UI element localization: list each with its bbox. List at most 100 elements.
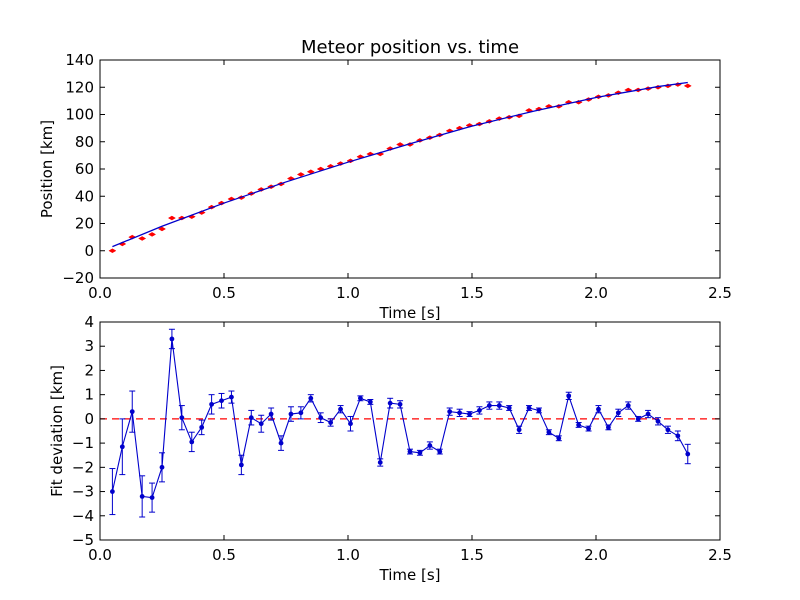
deviation-point xyxy=(496,403,502,408)
position-x-axis-label: Time [s] xyxy=(379,304,441,322)
deviation-point xyxy=(625,403,631,408)
deviation-point xyxy=(159,464,165,470)
deviation-x-axis-label: Time [s] xyxy=(379,566,441,584)
deviation-point xyxy=(328,420,334,425)
position-point xyxy=(108,248,117,254)
deviation-y-tick-label: −5 xyxy=(72,531,94,549)
chart-title: Meteor position vs. time xyxy=(301,37,519,58)
position-y-tick-label: 0 xyxy=(84,242,94,260)
deviation-point xyxy=(229,394,234,400)
deviation-point xyxy=(546,429,552,435)
deviation-y-ticks: −5 −4 −3 −2 −1 0 1 2 3 4 xyxy=(72,313,720,549)
position-point xyxy=(157,226,167,232)
deviation-point xyxy=(377,460,383,465)
deviation-point xyxy=(526,405,532,411)
deviation-point xyxy=(367,399,373,405)
fit-line xyxy=(112,81,688,248)
deviation-point xyxy=(298,410,304,416)
position-point xyxy=(683,83,692,89)
deviation-point xyxy=(318,415,324,421)
position-x-tick-label: 0.5 xyxy=(212,284,236,302)
deviation-point xyxy=(238,462,244,468)
position-axes-frame xyxy=(99,59,721,279)
deviation-axes-frame xyxy=(99,321,721,541)
deviation-point xyxy=(209,401,215,407)
position-x-tick-label: 1.5 xyxy=(460,284,484,302)
deviation-x-tick-label: 2.5 xyxy=(708,546,732,564)
deviation-point xyxy=(358,395,363,401)
position-point xyxy=(396,142,405,147)
deviation-point xyxy=(486,403,492,408)
deviation-point xyxy=(596,406,601,412)
position-point xyxy=(138,236,147,241)
deviation-x-tick-label: 2.0 xyxy=(584,546,608,564)
deviation-point xyxy=(467,411,472,417)
position-y-tick-label: 60 xyxy=(75,160,94,178)
deviation-point xyxy=(576,422,582,428)
position-y-tick-label: 20 xyxy=(75,215,94,233)
deviation-point xyxy=(169,336,175,342)
position-y-tick-label: 40 xyxy=(75,187,94,205)
deviation-point xyxy=(110,489,115,494)
deviation-point xyxy=(139,494,145,499)
deviation-point xyxy=(129,409,135,415)
deviation-point xyxy=(179,415,185,421)
deviation-chart: 0.0 0.5 1.0 1.5 2.0 2.5 −5 −4 −3 −2 −1 0 1 2 3 4 Time … xyxy=(48,313,732,584)
deviation-point xyxy=(397,401,403,407)
deviation-point xyxy=(387,400,393,406)
deviation-point xyxy=(536,408,542,413)
deviation-point xyxy=(635,416,641,422)
deviation-point xyxy=(606,424,611,430)
deviation-point xyxy=(248,415,254,421)
deviation-point xyxy=(556,435,562,441)
deviation-point xyxy=(308,395,314,401)
deviation-point xyxy=(675,433,681,439)
deviation-point xyxy=(477,408,482,413)
deviation-point xyxy=(278,440,284,446)
position-x-tick-label: 1.0 xyxy=(336,284,360,302)
deviation-point xyxy=(457,410,462,416)
position-x-tick-label: 2.0 xyxy=(584,284,608,302)
deviation-plot-area xyxy=(100,328,720,518)
deviation-point xyxy=(516,427,522,433)
deviation-x-tick-label: 0.0 xyxy=(88,546,112,564)
position-y-tick-label: 120 xyxy=(65,78,94,96)
position-plot-area xyxy=(108,81,692,254)
deviation-x-tick-label: 1.0 xyxy=(336,546,360,564)
deviation-point xyxy=(615,410,621,416)
position-y-tick-label: 80 xyxy=(75,133,94,151)
position-x-tick-label: 0.0 xyxy=(88,284,112,302)
deviation-y-tick-label: −3 xyxy=(72,483,94,501)
deviation-y-tick-label: 0 xyxy=(84,410,94,428)
deviation-y-tick-label: 4 xyxy=(84,313,94,331)
deviation-x-tick-label: 1.5 xyxy=(460,546,484,564)
position-y-axis-label: Position [km] xyxy=(38,120,56,218)
deviation-point xyxy=(586,426,591,431)
position-point xyxy=(306,169,315,175)
deviation-point xyxy=(685,451,691,457)
deviation-y-axis-label: Fit deviation [km] xyxy=(48,365,66,497)
deviation-point xyxy=(338,406,343,412)
deviation-point xyxy=(268,411,274,417)
position-y-ticks: −20 0 20 40 60 80 100 120 140 xyxy=(62,51,720,287)
deviation-point xyxy=(199,424,205,430)
position-chart: Meteor position vs. time 0.0 0.5 1.0 1.5 2.0… xyxy=(38,37,732,322)
deviation-y-tick-label: 3 xyxy=(84,337,94,355)
deviation-point xyxy=(348,421,353,427)
deviation-point xyxy=(149,495,155,501)
position-x-tick-label: 2.5 xyxy=(708,284,732,302)
deviation-point xyxy=(407,449,413,454)
position-point xyxy=(167,215,176,221)
deviation-point xyxy=(655,418,661,424)
deviation-point xyxy=(119,444,125,450)
deviation-y-tick-label: 1 xyxy=(84,386,94,404)
position-x-ticks: 0.0 0.5 1.0 1.5 2.0 2.5 xyxy=(88,60,732,302)
deviation-point xyxy=(665,427,671,433)
deviation-point xyxy=(258,421,264,427)
position-point xyxy=(356,154,365,160)
deviation-point xyxy=(417,450,423,456)
deviation-y-tick-label: 2 xyxy=(84,361,94,379)
deviation-x-tick-label: 0.5 xyxy=(212,546,236,564)
deviation-y-tick-label: −2 xyxy=(72,458,94,476)
